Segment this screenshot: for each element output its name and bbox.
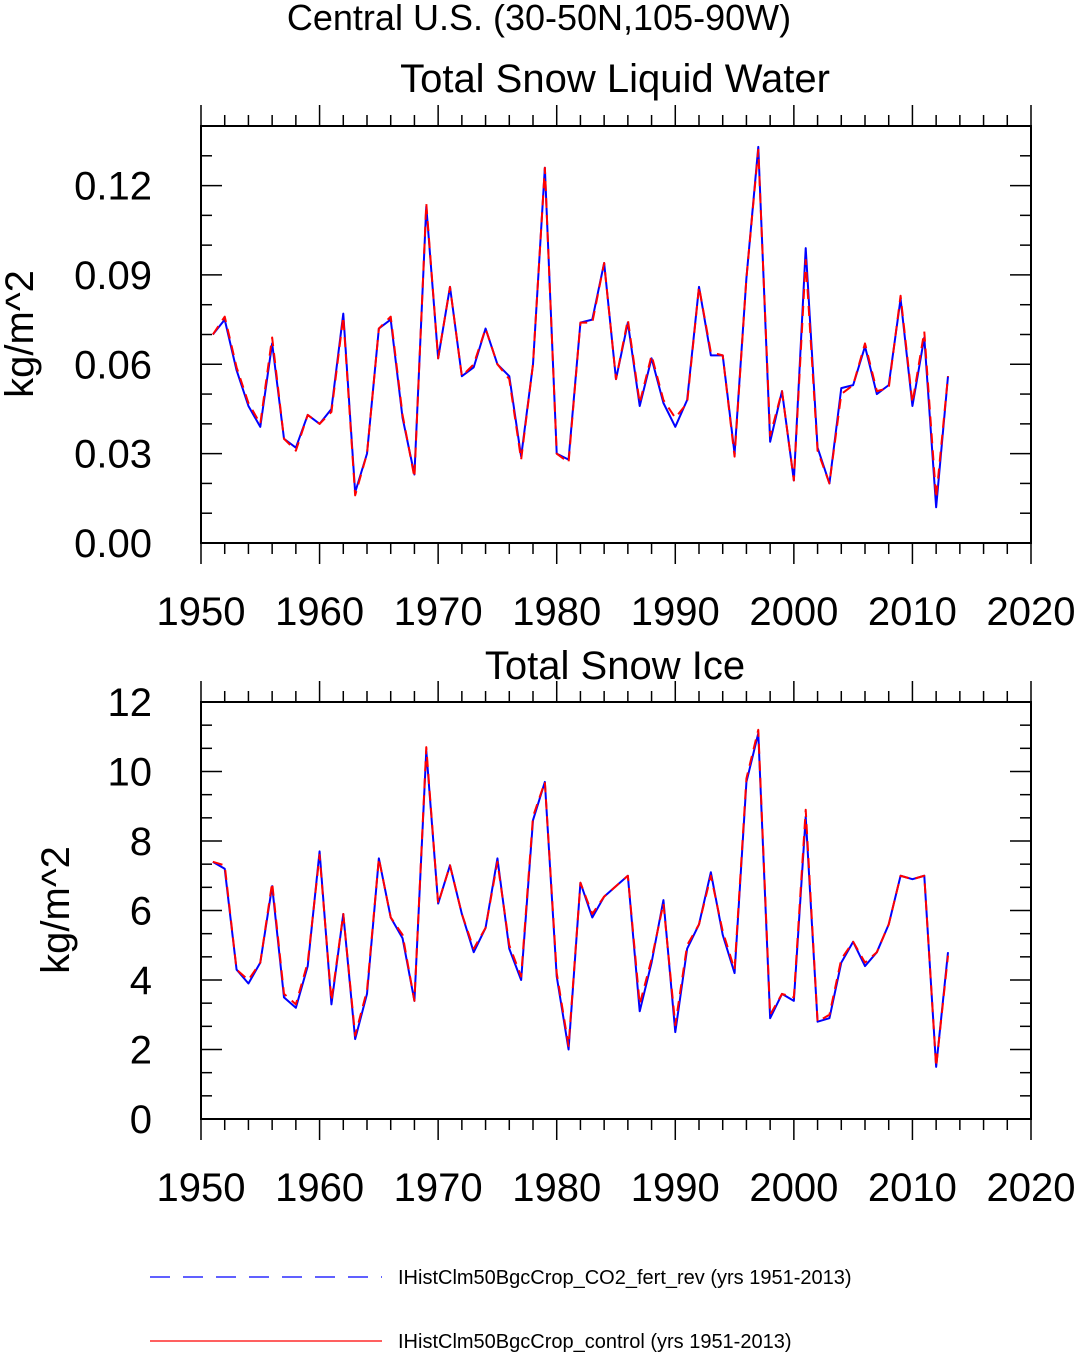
y-tick-label: 10	[108, 751, 153, 795]
plot-frame	[200, 125, 1032, 544]
x-tick-label: 1970	[394, 1166, 483, 1210]
plot-area: 1950 1960 1970 1980 1990 2000 2010 2020 0 2 4 6 8 10 1…	[108, 681, 1076, 1210]
x-tick-label: 2010	[868, 1166, 957, 1210]
legend-label: IHistClm50BgcCrop_CO2_fert_rev (yrs 1951…	[398, 1267, 852, 1289]
x-tick-label: 1950	[157, 590, 246, 634]
y-tick-label: 0.12	[74, 165, 152, 209]
y-tick-label: 8	[130, 820, 152, 864]
x-tick-label: 1960	[275, 1166, 364, 1210]
series-line-control	[212, 728, 949, 1068]
y-tick-label: 0.03	[74, 433, 152, 477]
y-tick-label: 2	[130, 1029, 152, 1073]
y-tick-label: 4	[130, 959, 152, 1003]
series-line-co2-fert-rev	[212, 145, 949, 509]
chart-title: Total Snow Ice	[485, 644, 745, 688]
y-axis-label: kg/m^2	[0, 270, 42, 398]
y-tick-label: 12	[108, 681, 153, 725]
chart-title: Total Snow Liquid Water	[400, 57, 830, 101]
y-tick-label: 0.00	[74, 522, 152, 566]
series-line-control	[212, 148, 949, 500]
x-tick-label: 1960	[275, 590, 364, 634]
y-tick-label: 6	[130, 890, 152, 934]
legend-item: IHistClm50BgcCrop_CO2_fert_rev (yrs 1951…	[150, 1267, 852, 1289]
x-tick-label: 2020	[987, 1166, 1076, 1210]
y-tick-label: 0.06	[74, 343, 152, 387]
x-tick-label: 1990	[631, 590, 720, 634]
x-tick-label: 2020	[987, 590, 1076, 634]
chart-panel-snow-liquid-water: Total Snow Liquid Water kg/m^2 1950 1960 1…	[0, 57, 1075, 634]
page-title: Central U.S. (30-50N,105-90W)	[287, 0, 791, 38]
y-tick-label: 0.09	[74, 254, 152, 298]
y-axis-label: kg/m^2	[34, 846, 78, 974]
legend: IHistClm50BgcCrop_CO2_fert_rev (yrs 1951…	[150, 1267, 852, 1353]
plot-frame	[200, 701, 1032, 1120]
x-tick-label: 2010	[868, 590, 957, 634]
plot-area: 1950 1960 1970 1980 1990 2000 2010 2020 0.00 0.03…	[74, 105, 1075, 634]
x-tick-label: 1990	[631, 1166, 720, 1210]
series-line-co2-fert-rev	[212, 732, 949, 1068]
chart-panel-snow-ice: Total Snow Ice kg/m^2 1950 1960 1970 1980 19…	[34, 644, 1075, 1210]
x-tick-label: 2000	[749, 1166, 838, 1210]
x-tick-label: 2000	[749, 590, 838, 634]
y-tick-label: 0	[130, 1098, 152, 1142]
x-tick-label: 1950	[157, 1166, 246, 1210]
x-tick-label: 1980	[512, 1166, 601, 1210]
legend-item: IHistClm50BgcCrop_control (yrs 1951-2013…	[150, 1331, 792, 1353]
legend-label: IHistClm50BgcCrop_control (yrs 1951-2013…	[398, 1331, 792, 1353]
x-tick-label: 1980	[512, 590, 601, 634]
x-tick-label: 1970	[394, 590, 483, 634]
